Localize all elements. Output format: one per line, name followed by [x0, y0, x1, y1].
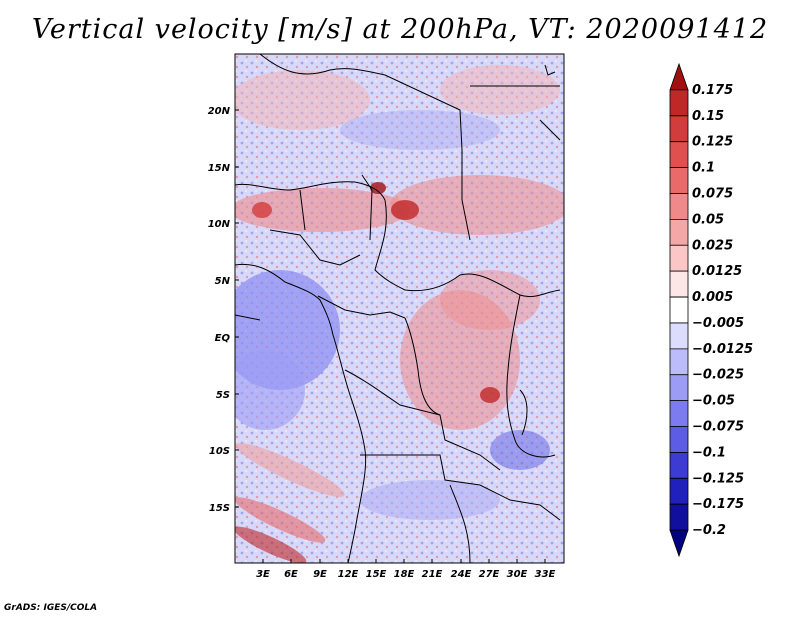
lat-tick-label: 15N — [208, 163, 231, 174]
colorbar-swatch — [669, 141, 689, 168]
colorbar-swatch — [669, 426, 689, 453]
lat-tick-label: 10N — [208, 219, 231, 230]
colorbar-swatch — [669, 400, 689, 427]
plot-frame — [234, 53, 565, 564]
colorbar-label: 0.005 — [692, 290, 733, 305]
lon-tick-label: 24E — [451, 569, 472, 580]
colorbar-swatch — [669, 322, 689, 350]
colorbar-label: −0.005 — [692, 316, 744, 331]
colorbar-swatch — [669, 452, 689, 479]
colorbar-swatch — [669, 89, 689, 117]
colorbar-label: −0.0125 — [692, 342, 753, 357]
colorbar-swatch — [669, 348, 689, 376]
colorbar-swatch — [669, 167, 689, 194]
colorbar-label: 0.075 — [692, 186, 733, 201]
colorbar-label: −0.175 — [692, 497, 744, 512]
lat-axis: 20N 15N 10N 5N EQ 5S 10S 15S — [208, 106, 239, 514]
lon-tick-label: 15E — [366, 569, 387, 580]
colorbar-label: 0.0125 — [692, 264, 742, 279]
lat-tick-label: 10S — [209, 446, 230, 457]
colorbar-label: 0.175 — [692, 83, 733, 98]
colorbar-label: −0.075 — [692, 420, 744, 435]
field-shading — [235, 54, 564, 563]
colorbar-swatch — [669, 62, 689, 91]
colorbar-swatch — [669, 115, 689, 143]
lat-tick-label: 5S — [216, 390, 230, 401]
lon-tick-label: 9E — [313, 569, 327, 580]
lon-tick-label: 33E — [535, 569, 556, 580]
lon-tick-label: 18E — [394, 569, 415, 580]
colorbar-label: 0.125 — [692, 135, 733, 150]
colorbar-label: 0.05 — [692, 212, 724, 227]
colorbar-label: −0.125 — [692, 471, 744, 486]
lon-tick-label: 6E — [284, 569, 298, 580]
lon-axis: 3E 6E 9E 12E 15E 18E 21E 24E 27E 30E 33E — [256, 559, 556, 580]
lon-tick-label: 3E — [256, 569, 270, 580]
colorbar-swatch — [669, 529, 689, 558]
grads-credit: GrADS: IGES/COLA — [4, 603, 98, 613]
colorbar-swatch — [669, 270, 689, 298]
colorbar-swatch — [669, 244, 689, 272]
colorbar-label: 0.025 — [692, 238, 733, 253]
lon-tick-label: 12E — [338, 569, 359, 580]
lat-tick-label: 20N — [208, 106, 231, 117]
colorbar-label: 0.1 — [692, 161, 715, 176]
colorbar-swatch — [669, 477, 689, 505]
colorbar-swatch — [669, 296, 689, 324]
colorbar-label: −0.025 — [692, 368, 744, 383]
lat-tick-label: EQ — [215, 333, 231, 344]
map-title: Vertical velocity [m/s] at 200hPa, VT: 2… — [31, 14, 769, 45]
lon-tick-label: 30E — [507, 569, 528, 580]
colorbar-label: −0.1 — [692, 445, 726, 460]
colorbar-label: 0.15 — [692, 109, 724, 124]
lat-tick-label: 15S — [209, 503, 230, 514]
colorbar: 0.175 0.15 0.125 0.1 0.075 0.05 0.025 0.0125 0.0… — [669, 62, 753, 558]
lon-tick-label: 27E — [479, 569, 500, 580]
colorbar-swatch — [669, 218, 689, 246]
colorbar-label: −0.05 — [692, 394, 735, 409]
colorbar-swatch — [669, 193, 689, 220]
colorbar-label: −0.2 — [692, 523, 726, 538]
colorbar-swatch — [669, 503, 689, 531]
lat-tick-label: 5N — [215, 276, 231, 287]
colorbar-swatch — [669, 374, 689, 402]
coastline-borders — [235, 54, 561, 563]
lon-tick-label: 21E — [422, 569, 443, 580]
